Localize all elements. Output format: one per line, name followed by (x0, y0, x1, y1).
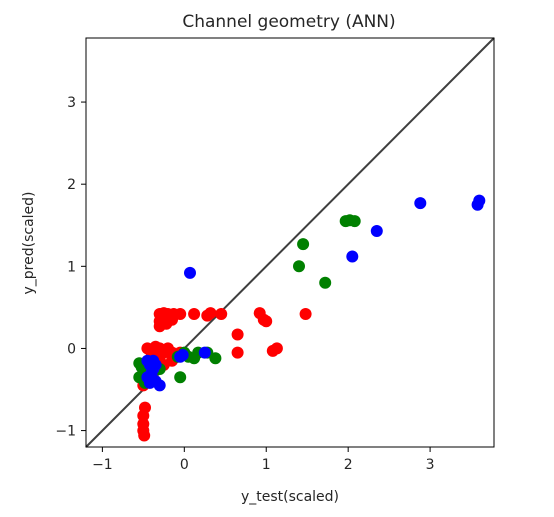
y-tick-label: −1 (55, 424, 76, 440)
y-axis-label: y_pred(scaled) (21, 191, 37, 294)
data-point (176, 349, 189, 361)
y-tick-label: 1 (67, 259, 76, 275)
data-point (138, 429, 151, 442)
data-point (204, 307, 217, 320)
data-point (414, 197, 427, 210)
data-point (184, 266, 196, 279)
data-point (198, 346, 211, 359)
data-point (370, 225, 383, 237)
data-point (166, 313, 178, 326)
data-point (348, 215, 361, 228)
data-point (215, 308, 228, 320)
x-tick-label: 1 (262, 457, 271, 473)
data-point (137, 409, 150, 422)
data-point (231, 328, 244, 341)
data-point (473, 194, 486, 207)
y-tick-label: 0 (67, 341, 76, 357)
data-point (346, 250, 359, 263)
data-point (174, 371, 187, 384)
x-tick-label: 3 (426, 457, 435, 473)
data-point (231, 346, 244, 359)
x-axis-label: y_test(scaled) (241, 489, 339, 505)
data-point (297, 238, 310, 251)
data-point (153, 379, 166, 392)
chart-title: Channel geometry (ANN) (182, 12, 395, 32)
axes-frame (85, 37, 495, 448)
y-tick-label: 2 (67, 177, 76, 193)
y-axis: −1 0 1 2 3 (55, 95, 86, 440)
x-axis: −1 0 1 2 3 (92, 447, 435, 473)
data-point (270, 342, 283, 355)
x-tick-label: −1 (92, 457, 113, 473)
data-point (188, 308, 201, 320)
data-point (149, 340, 162, 353)
x-tick-label: 2 (344, 457, 353, 473)
data-point (260, 315, 273, 328)
y-tick-label: 3 (67, 95, 76, 111)
data-point (147, 363, 160, 375)
data-point (293, 260, 305, 273)
data-point (299, 308, 312, 320)
plot-area (85, 37, 495, 448)
data-point (319, 276, 332, 289)
x-tick-label: 0 (180, 457, 189, 473)
